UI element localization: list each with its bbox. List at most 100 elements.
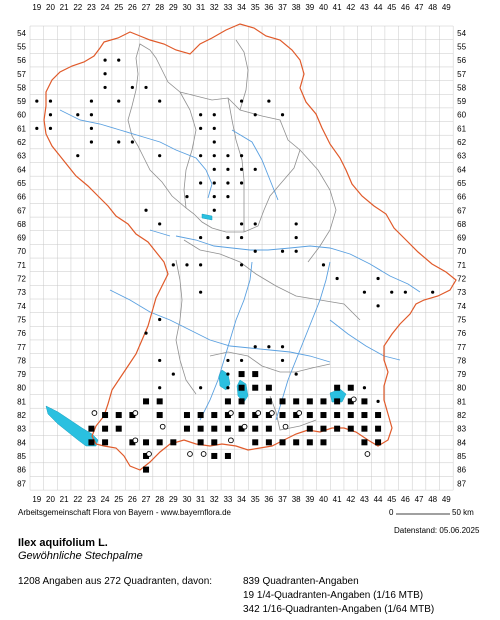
y-tick-label: 73 — [17, 288, 26, 297]
quarter-dot-mark — [294, 222, 298, 226]
stats-sixteenth: 342 1/16-Quadranten-Angaben (1/64 MTB) — [243, 604, 435, 615]
x-tick-label: 28 — [155, 3, 164, 12]
y-tick-label: 71 — [457, 261, 466, 270]
quarter-dot-mark — [212, 140, 216, 144]
y-tick-label: 65 — [17, 179, 26, 188]
quarter-dot-mark — [280, 358, 285, 363]
quadrant-square-mark — [347, 425, 354, 432]
quarter-dot-mark — [158, 222, 162, 226]
quarter-dot-mark — [117, 58, 121, 62]
lake-small — [201, 213, 213, 221]
quarter-dot-mark — [212, 181, 216, 185]
quadrant-square-mark — [252, 439, 259, 446]
quadrant-square-mark — [88, 439, 95, 446]
y-tick-label: 85 — [457, 452, 466, 461]
quadrant-square-mark — [238, 398, 245, 405]
quarter-dot-mark — [103, 72, 107, 76]
x-tick-label: 24 — [101, 3, 110, 12]
quarter-dot-mark — [376, 399, 380, 403]
quarter-dot-mark — [239, 154, 244, 158]
quadrant-square-mark — [211, 425, 218, 432]
quadrant-square-mark — [143, 398, 150, 405]
quadrant-square-mark — [224, 398, 231, 405]
quadrant-square-mark — [129, 439, 136, 446]
y-tick-label: 81 — [457, 397, 466, 406]
y-tick-label: 61 — [457, 124, 466, 133]
y-tick-label: 57 — [17, 70, 26, 79]
quarter-dot-mark — [212, 154, 216, 158]
quarter-dot-mark — [117, 140, 121, 144]
quarter-dot-mark — [185, 263, 189, 267]
x-tick-label: 35 — [251, 3, 260, 12]
quarter-dot-mark — [76, 113, 80, 117]
quarter-dot-mark — [239, 263, 244, 267]
sixteenth-ring-mark — [350, 396, 357, 403]
quarter-dot-mark — [212, 208, 216, 212]
quarter-dot-mark — [362, 386, 367, 390]
quarter-dot-mark — [294, 235, 298, 240]
quadrant-square-mark — [306, 398, 313, 405]
y-tick-label: 85 — [17, 452, 26, 461]
quarter-dot-mark — [48, 99, 53, 103]
quarter-dot-mark — [199, 154, 203, 158]
quadrant-square-mark — [279, 412, 286, 419]
quarter-dot-mark — [103, 85, 107, 90]
quarter-dot-mark — [199, 126, 203, 130]
quarter-dot-mark — [253, 113, 257, 117]
y-tick-label: 74 — [17, 302, 26, 311]
quarter-dot-mark — [239, 222, 244, 226]
sixteenth-ring-mark — [132, 410, 139, 416]
quadrant-square-mark — [211, 452, 218, 459]
quarter-dot-mark — [390, 290, 394, 294]
y-tick-label: 75 — [457, 315, 466, 324]
quadrant-square-mark — [347, 398, 354, 405]
quarter-dot-mark — [144, 331, 148, 335]
x-tick-label: 30 — [183, 3, 192, 12]
sixteenth-ring-mark — [159, 423, 166, 430]
quarter-dot-mark — [376, 276, 380, 281]
sixteenth-ring-mark — [269, 410, 275, 416]
y-tick-label: 83 — [17, 425, 26, 434]
quadrant-square-mark — [347, 384, 354, 391]
quarter-dot-mark — [89, 126, 94, 130]
x-tick-label: 20 — [46, 3, 55, 12]
stats-total: 1208 Angaben aus 272 Quadranten, davon: — [18, 576, 213, 587]
quadrant-square-mark — [115, 412, 122, 419]
quadrant-square-mark — [293, 439, 300, 446]
x-tick-label: 45 — [387, 3, 396, 12]
y-tick-label: 66 — [457, 193, 466, 202]
quarter-dot-mark — [89, 99, 94, 103]
y-tick-label: 73 — [457, 288, 466, 297]
quadrant-square-mark — [102, 425, 109, 432]
sixteenth-ring-mark — [282, 423, 289, 430]
quarter-dot-mark — [171, 372, 175, 376]
quadrant-square-mark — [361, 412, 368, 419]
x-tick-label: 23 — [87, 495, 96, 504]
quarter-dot-mark — [226, 167, 230, 171]
y-tick-label: 58 — [457, 83, 466, 92]
quarter-dot-mark — [226, 235, 230, 240]
quarter-dot-mark — [239, 167, 244, 171]
x-tick-label: 45 — [387, 495, 396, 504]
common-name: Gewöhnliche Stechpalme — [18, 550, 143, 562]
occurrence-marks — [35, 58, 435, 473]
y-tick-label: 87 — [457, 479, 466, 488]
x-tick-label: 48 — [428, 3, 437, 12]
x-tick-label: 49 — [442, 495, 451, 504]
quarter-dot-mark — [226, 154, 230, 158]
x-tick-label: 31 — [196, 3, 205, 12]
quarter-dot-mark — [89, 113, 94, 117]
x-tick-label: 29 — [169, 495, 178, 504]
y-tick-label: 71 — [17, 261, 26, 270]
quarter-dot-mark — [239, 358, 244, 363]
quarter-dot-mark — [144, 208, 148, 212]
quadrant-square-mark — [197, 412, 204, 419]
y-tick-label: 64 — [17, 165, 26, 174]
quarter-dot-mark — [253, 345, 257, 349]
quarter-dot-mark — [158, 154, 162, 158]
x-tick-label: 19 — [32, 495, 41, 504]
sixteenth-ring-mark — [187, 451, 193, 457]
y-tick-label: 61 — [17, 124, 26, 133]
quarter-dot-mark — [117, 99, 121, 103]
